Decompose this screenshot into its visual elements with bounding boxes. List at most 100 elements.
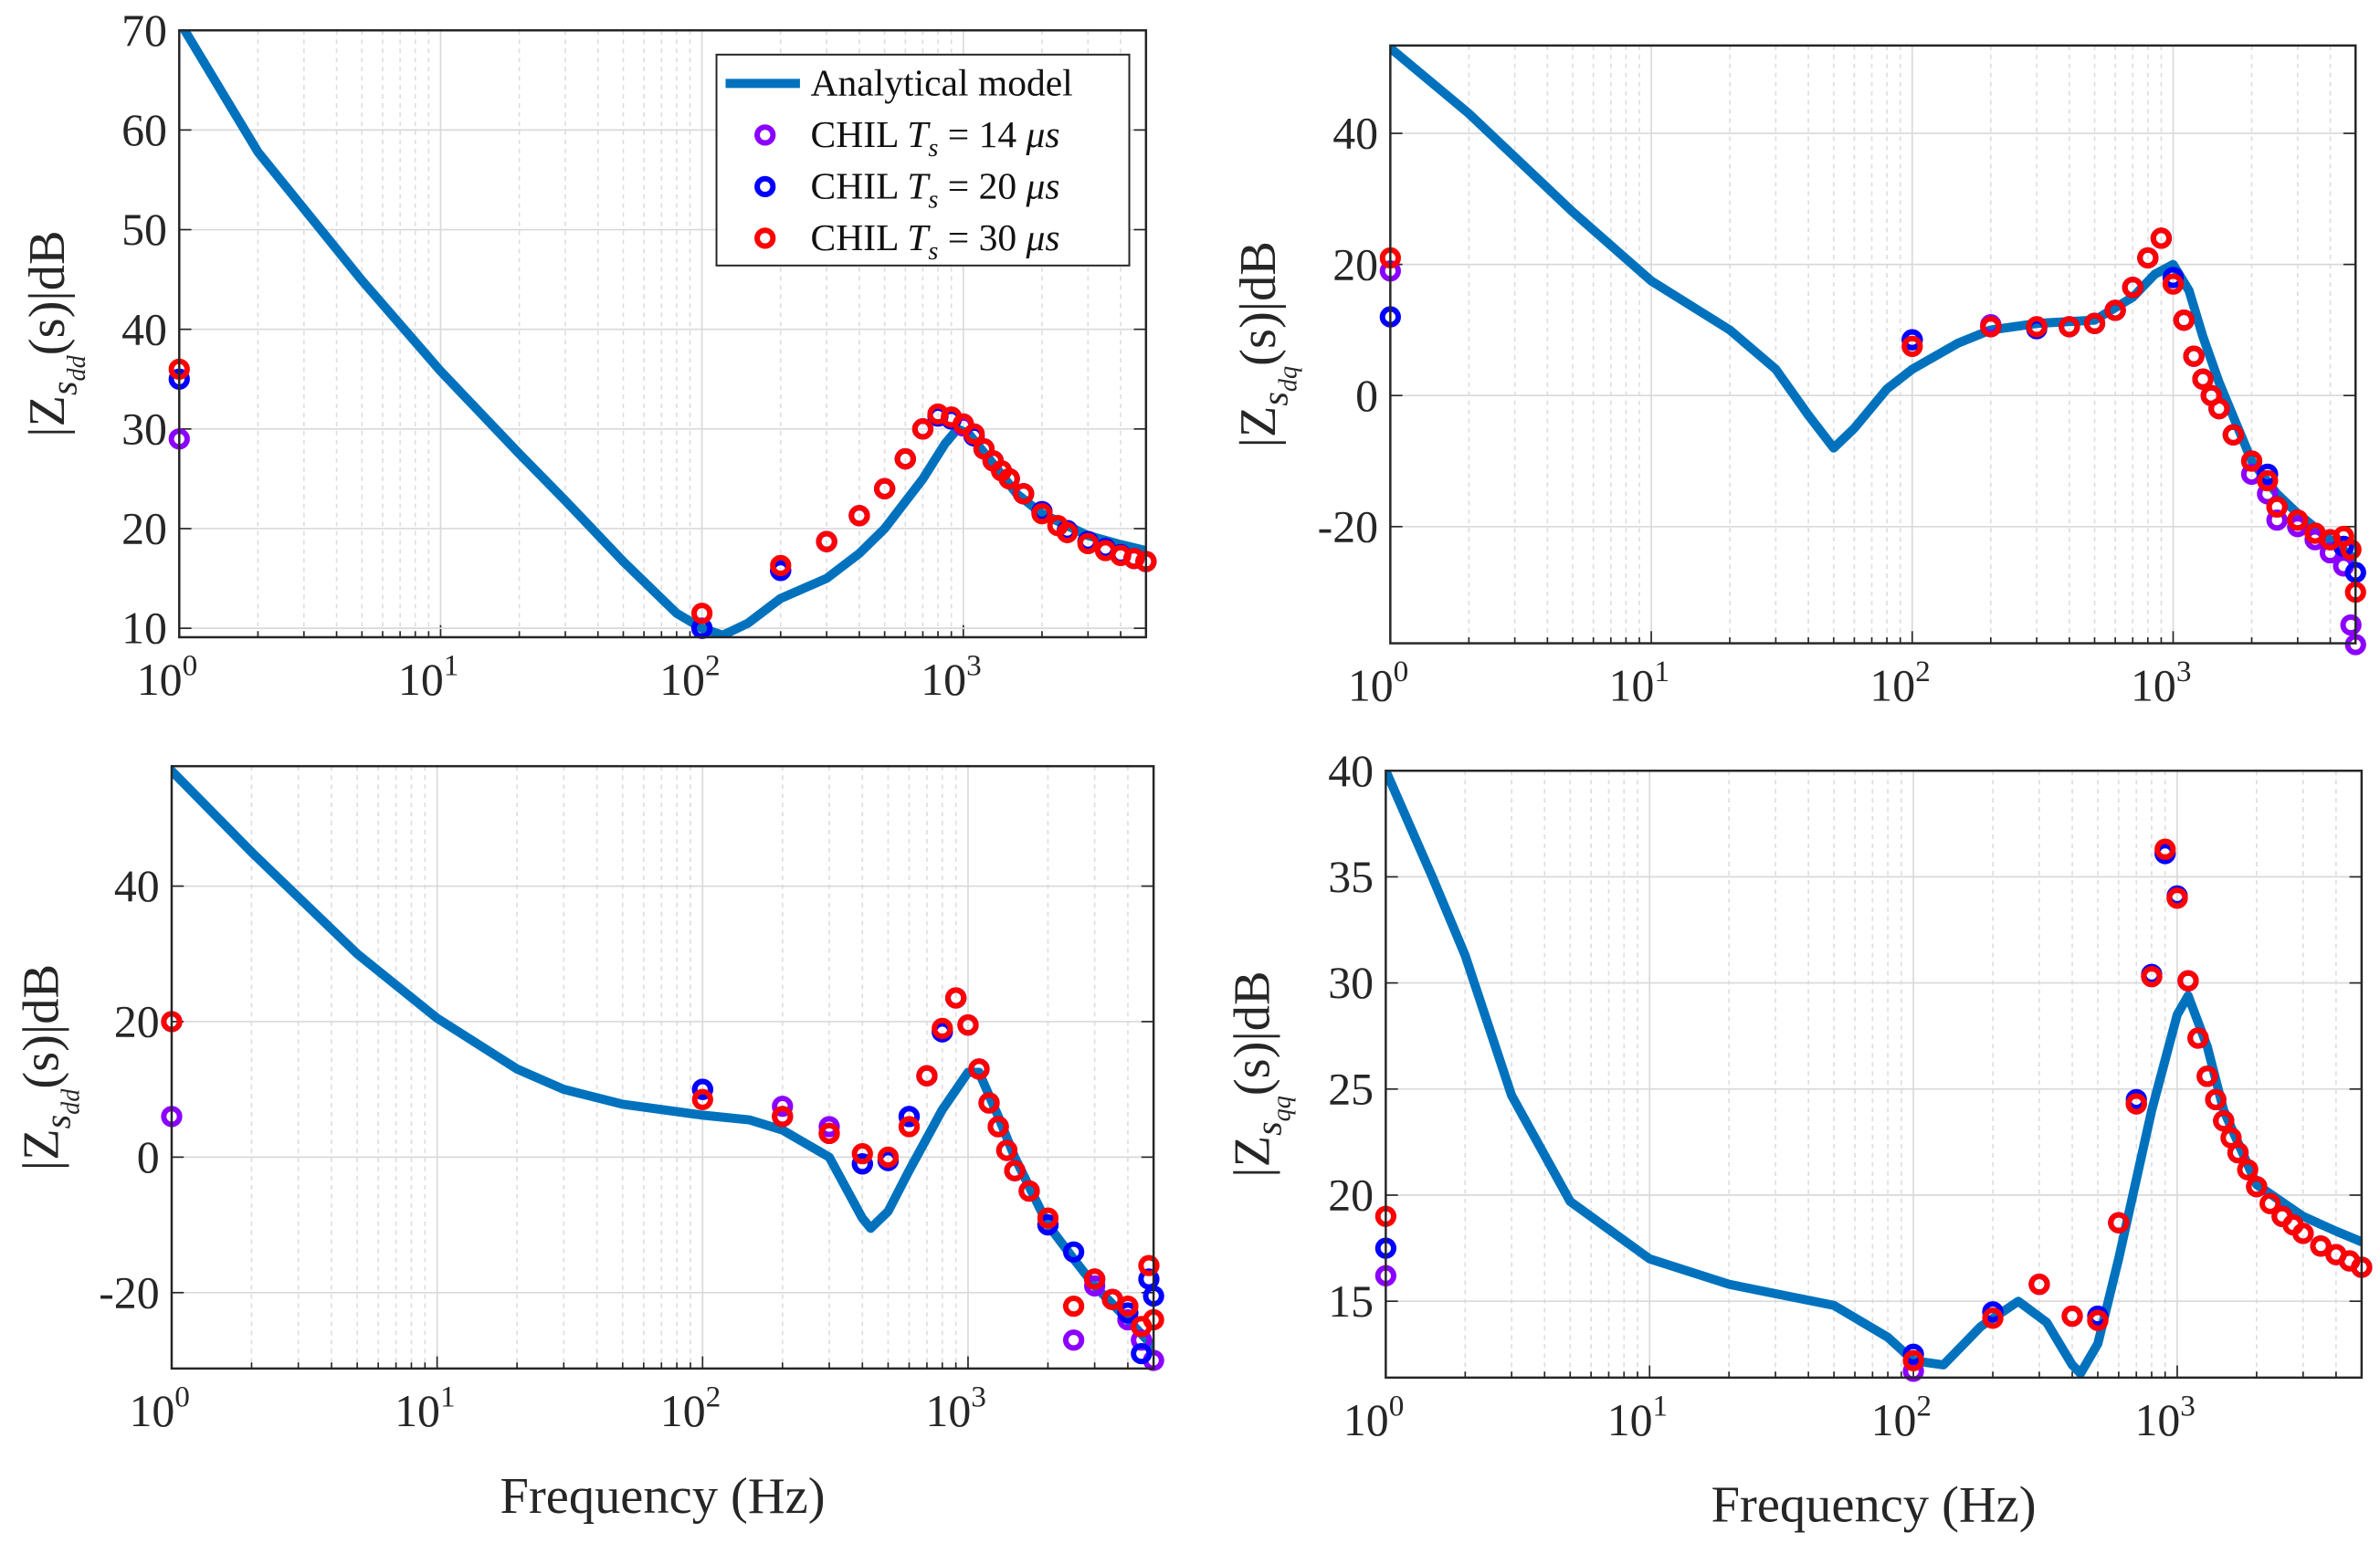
y-tick-label: 10 (121, 604, 167, 654)
data-point (1901, 335, 1923, 358)
legend-label: CHIL Ts = 20 μs (811, 165, 1060, 215)
x-axis-label: Frequency (Hz) (500, 1468, 826, 1525)
legend-math: T (907, 165, 931, 207)
y-tick-label: 60 (121, 105, 167, 155)
data-point (2061, 1305, 2083, 1328)
data-point (2183, 345, 2205, 367)
data-point (957, 1014, 979, 1036)
legend-label-text: Analytical model (811, 62, 1073, 104)
y-label-prefix: |Z (19, 395, 76, 437)
legend-eq: = 30 (938, 216, 1026, 258)
x-tick-exponent: 2 (1916, 1389, 1932, 1422)
y-label-suffix: (s)|dB (19, 230, 76, 355)
legend-math: T (907, 113, 931, 155)
data-point (2187, 1027, 2209, 1049)
data-point (1062, 1241, 1085, 1263)
data-point (2177, 970, 2199, 992)
legend-math-sub: s (928, 134, 938, 163)
series-ts30 (1379, 227, 2366, 604)
data-point (1004, 1160, 1026, 1181)
data-point (2257, 469, 2279, 492)
data-point (2083, 312, 2106, 334)
y-label-suffix: (s)|dB (1230, 241, 1287, 366)
y-tick-label: 20 (1328, 1170, 1374, 1221)
data-point (987, 1116, 1009, 1138)
data-point (2240, 450, 2263, 472)
y-tick-label: 20 (114, 997, 160, 1047)
y-tick-label: -20 (99, 1267, 159, 1317)
y-tick-label: 30 (1328, 958, 1374, 1008)
x-tick-base: 10 (1343, 1395, 1389, 1445)
y-tick-label: 40 (1328, 746, 1374, 796)
legend-math: T (907, 216, 931, 258)
x-tick-exponent: 0 (1389, 1389, 1405, 1422)
x-tick-exponent: 3 (966, 648, 982, 682)
data-point (968, 1058, 990, 1080)
data-point (851, 1153, 873, 1175)
legend-label-text: CHIL (811, 216, 908, 258)
data-point (2125, 1093, 2147, 1115)
legend-label-text: CHIL (811, 113, 908, 155)
data-point (2213, 1110, 2235, 1132)
data-point (2028, 1273, 2050, 1296)
x-tick-exponent: 2 (1915, 655, 1931, 688)
y-label-sub: s (1254, 392, 1295, 406)
x-tick-exponent: 1 (1653, 1389, 1669, 1422)
x-tick-base: 10 (2134, 1395, 2180, 1445)
data-point (2162, 273, 2185, 295)
data-point (2266, 496, 2288, 518)
data-point (851, 1143, 873, 1165)
y-label-prefix: |Z (1224, 1136, 1280, 1178)
x-axis-label: Frequency (Hz) (1711, 1477, 2037, 1534)
y-tick-label: 20 (121, 504, 167, 554)
x-tick-label: 102 (659, 648, 720, 705)
x-tick-base: 10 (925, 1386, 971, 1436)
y-label-prefix: |Z (1230, 406, 1287, 448)
x-tick-base: 10 (137, 655, 183, 705)
data-point (894, 447, 916, 470)
x-tick-exponent: 0 (174, 1380, 190, 1413)
data-point (916, 1065, 938, 1086)
data-point (877, 1146, 900, 1168)
y-label-sub: s (37, 1115, 79, 1129)
data-point (2104, 299, 2126, 321)
data-point (898, 1106, 921, 1128)
data-point (2287, 509, 2309, 531)
x-tick-base: 10 (395, 1386, 440, 1436)
data-point (2108, 1212, 2130, 1233)
y-tick-label: 40 (114, 861, 160, 911)
axes-box (170, 764, 1155, 1370)
legend-unit: μs (1026, 113, 1060, 155)
data-point (1077, 532, 1099, 554)
data-point (1057, 521, 1079, 543)
data-point (2026, 316, 2048, 338)
y-tick-label: 40 (1332, 109, 1378, 159)
y-tick-label: 15 (1328, 1276, 1374, 1327)
data-point (816, 530, 837, 552)
y-axis-label: |Zsdd(s)|dB (13, 964, 85, 1170)
x-tick-exponent: 3 (2180, 1389, 2196, 1422)
data-point (932, 1017, 953, 1040)
x-tick-base: 10 (1348, 661, 1394, 711)
x-tick-base: 10 (921, 655, 966, 705)
data-point (691, 1088, 713, 1110)
axes-box (1389, 44, 2357, 645)
data-point (1062, 1295, 1085, 1317)
x-tick-label: 102 (1869, 655, 1930, 711)
data-point (1138, 1254, 1160, 1276)
x-tick-base: 10 (398, 655, 444, 705)
legend-marker-swatch (754, 124, 776, 146)
y-label-prefix: |Z (13, 1128, 69, 1170)
data-point (2150, 227, 2173, 249)
x-tick-label: 102 (1871, 1389, 1932, 1445)
data-point (2137, 247, 2159, 269)
x-tick-base: 10 (1609, 661, 1655, 711)
plot-area (1390, 45, 2356, 644)
x-tick-label: 101 (398, 648, 458, 705)
y-label-sub: s (43, 381, 84, 395)
data-point (998, 467, 1020, 490)
legend-math-sub: s (928, 186, 938, 215)
data-point (945, 987, 967, 1009)
